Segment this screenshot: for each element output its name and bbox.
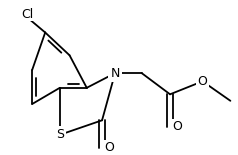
Text: O: O [198,75,208,88]
Text: Cl: Cl [21,8,33,21]
Text: N: N [110,67,120,80]
Text: S: S [56,128,64,141]
Text: O: O [172,120,182,133]
Text: O: O [104,141,114,154]
